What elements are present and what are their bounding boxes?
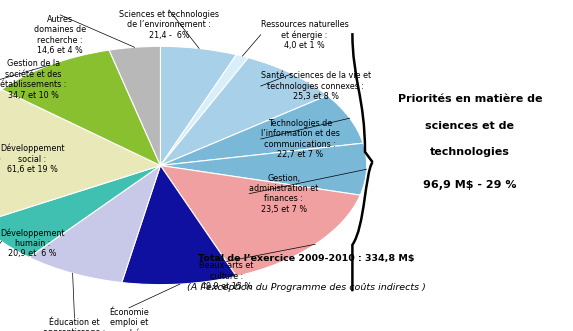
Text: Économie
emploi et
marchés :
29,0  et  9 %: Économie emploi et marchés : 29,0 et 9 % [103,308,155,331]
Wedge shape [109,46,160,166]
Text: Autres
domaines de
recherche :
14,6 et 4 %: Autres domaines de recherche : 14,6 et 4… [34,15,86,55]
Wedge shape [0,90,160,223]
Wedge shape [160,95,363,166]
Text: Ressources naturelles
et énergie :
4,0 et 1 %: Ressources naturelles et énergie : 4,0 e… [261,20,348,50]
Wedge shape [160,166,360,276]
Text: (A l’exception du Programme des coûts indirects ): (A l’exception du Programme des coûts in… [187,283,426,293]
Wedge shape [0,166,160,257]
Wedge shape [160,143,367,195]
Wedge shape [2,50,160,166]
Text: 96,9 M$ - 29 %: 96,9 M$ - 29 % [423,180,517,190]
Text: Développement
social :
61,6 et 19 %: Développement social : 61,6 et 19 % [0,144,65,174]
Wedge shape [122,166,237,285]
Text: Santé, sciences de la vie et
technologies connexes :
25,3 et 8 %: Santé, sciences de la vie et technologie… [261,71,371,101]
Text: Total de l’exercice 2009-2010 : 334,8 M$: Total de l’exercice 2009-2010 : 334,8 M$ [198,254,415,263]
Text: Gestion de la
société et des
établissements :
34,7 et 10 %: Gestion de la société et des établisseme… [0,59,66,100]
Text: Éducation et
apprentissage :
27,2 et  8 %: Éducation et apprentissage : 27,2 et 8 % [44,318,105,331]
Text: technologies: technologies [430,147,510,157]
Text: Sciences et technologies
de l’environnement :
21,4 -  6%: Sciences et technologies de l’environnem… [119,10,219,40]
Text: Technologies de
l’information et des
communications :
22,7 et 7 %: Technologies de l’information et des com… [261,119,340,159]
Wedge shape [160,58,327,166]
Text: Gestion,
administration et
finances :
23,5 et 7 %: Gestion, administration et finances : 23… [249,173,319,214]
Text: sciences et de: sciences et de [425,121,515,131]
Wedge shape [160,55,248,166]
Wedge shape [29,166,160,283]
Text: Beaux-arts et
culture :
49,9 et 15 %: Beaux-arts et culture : 49,9 et 15 % [199,261,253,291]
Text: Développement
humain :
20,9 et  6 %: Développement humain : 20,9 et 6 % [0,228,65,259]
Text: Priorités en matière de: Priorités en matière de [398,94,542,104]
Wedge shape [160,46,237,166]
